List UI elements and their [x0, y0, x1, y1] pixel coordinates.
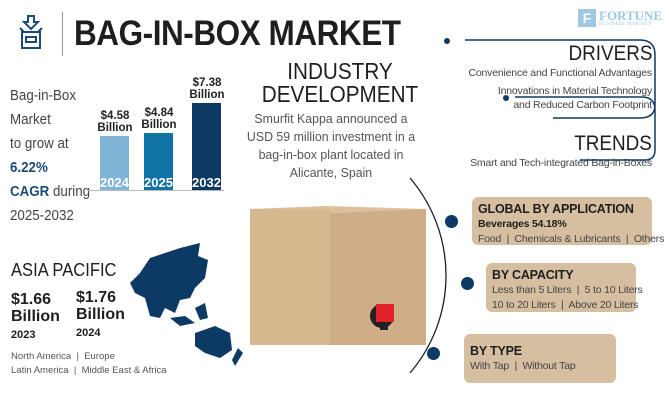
capacity-card: BY CAPACITY Less than 5 Liters | 5 to 10…	[486, 263, 643, 312]
logo-mark-icon: F	[578, 9, 596, 27]
type-card: BY TYPE With Tap | Without Tap	[464, 334, 616, 383]
application-highlight: Beverages 54.18%	[478, 218, 567, 230]
fortune-logo: F FORTUNE BUSINESS INSIGHTS	[578, 9, 662, 27]
region-year: 2024	[76, 327, 101, 339]
regions-line: North America | Europe	[11, 351, 115, 362]
region-year: 2023	[11, 329, 36, 341]
box-download-icon	[18, 14, 44, 55]
trends-heading: TRENDS	[574, 132, 652, 155]
growth-text: Bag-in-Box Market to grow at 6.22% CAGR …	[10, 84, 90, 228]
region-value-2023: $1.66 Billion 2023	[11, 291, 60, 344]
driver-item: and Reduced Carbon Footprint	[513, 99, 652, 111]
industry-body: Smurfit Kappa announced a USD 59 million…	[246, 111, 416, 180]
region-value-2024: $1.76 Billion 2024	[76, 289, 125, 342]
drivers-heading: DRIVERS	[567, 42, 652, 65]
regions-line: Latin America | Middle East & Africa	[11, 365, 167, 376]
type-dot	[427, 347, 440, 360]
growth-line: to grow at	[10, 136, 69, 152]
capacity-line: 10 to 20 Liters | Above 20 Liters	[492, 299, 639, 311]
capacity-line: Less than 5 Liters | 5 to 10 Liters	[492, 284, 643, 296]
chart-baseline	[88, 190, 224, 191]
application-others: Food | Chemicals & Lubricants | Others	[478, 233, 665, 245]
type-heading: BY TYPE	[470, 344, 522, 358]
driver-item: Innovations in Material Technology	[497, 85, 652, 97]
industry-heading-line: DEVELOPMENT	[261, 81, 419, 107]
region-heading: ASIA PACIFIC	[11, 260, 117, 280]
growth-line: Bag-in-Box	[10, 88, 76, 104]
cagr-value: 6.22%	[10, 160, 48, 176]
region-value: $1.76	[76, 289, 117, 306]
header-divider	[62, 12, 63, 56]
drivers-section: DRIVERS Convenience and Functional Advan…	[469, 42, 653, 112]
capacity-dot	[461, 277, 474, 290]
application-heading: GLOBAL BY APPLICATION	[478, 202, 634, 216]
region-unit: Billion	[11, 308, 60, 325]
trends-section: TRENDS Smart and Tech-integrated Bag-in-…	[470, 132, 652, 170]
page-title: BAG-IN-BOX MARKET	[74, 14, 401, 53]
region-unit: Billion	[76, 306, 125, 323]
type-line: With Tap | Without Tap	[470, 360, 576, 372]
region-value: $1.66	[11, 291, 52, 308]
cagr-label: CAGR	[10, 184, 50, 200]
asia-pacific-map	[130, 243, 243, 366]
drivers-dot	[444, 38, 450, 44]
application-card: GLOBAL BY APPLICATION Beverages 54.18% F…	[472, 197, 665, 245]
growth-during: during	[49, 184, 91, 200]
trends-dot	[503, 95, 509, 101]
growth-line: Market	[10, 112, 51, 128]
industry-heading-line: INDUSTRY	[287, 58, 393, 84]
trend-item: Smart and Tech-integrated Bag-in-Boxes	[470, 157, 652, 169]
other-regions: North America | Europe Latin America | M…	[11, 350, 167, 378]
driver-item: Convenience and Functional Advantages	[468, 67, 653, 79]
logo-name: FORTUNE	[599, 7, 663, 23]
growth-period: 2025-2032	[10, 208, 74, 224]
logo-sub: BUSINESS INSIGHTS	[599, 21, 652, 27]
capacity-heading: BY CAPACITY	[492, 268, 574, 282]
bag-in-box-image	[250, 206, 426, 345]
industry-heading: INDUSTRY DEVELOPMENT	[259, 60, 421, 106]
application-dot	[445, 215, 458, 228]
